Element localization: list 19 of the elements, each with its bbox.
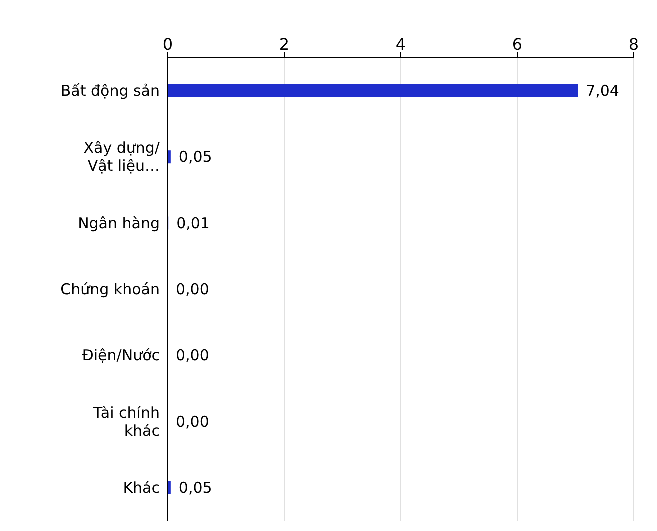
data-label: 0,01 <box>176 214 210 232</box>
y-tick-label: Điện/Nước <box>82 346 160 365</box>
y-tick-label: Ngân hàng <box>78 214 160 232</box>
x-tick-label: 8 <box>628 35 640 54</box>
y-tick-label: Bất động sản <box>60 82 160 100</box>
data-label: 0,00 <box>176 280 210 298</box>
y-tick-label: Chứng khoán <box>60 280 160 298</box>
y-tick-label: Xây dựng/ Vật liệu… <box>84 139 161 176</box>
data-label: 0,00 <box>176 412 210 431</box>
y-tick-label: Tài chính khác <box>92 404 160 440</box>
data-label: 7,04 <box>586 82 620 100</box>
x-tick-label: 6 <box>512 35 523 54</box>
data-label: 0,00 <box>176 346 210 365</box>
x-tick-label: 4 <box>396 35 406 54</box>
x-tick-label: 2 <box>279 35 290 54</box>
data-label: 0,05 <box>178 148 212 166</box>
x-tick-label: 0 <box>162 35 174 54</box>
y-tick-label: Khác <box>123 478 160 497</box>
data-label: 0,05 <box>178 478 212 497</box>
